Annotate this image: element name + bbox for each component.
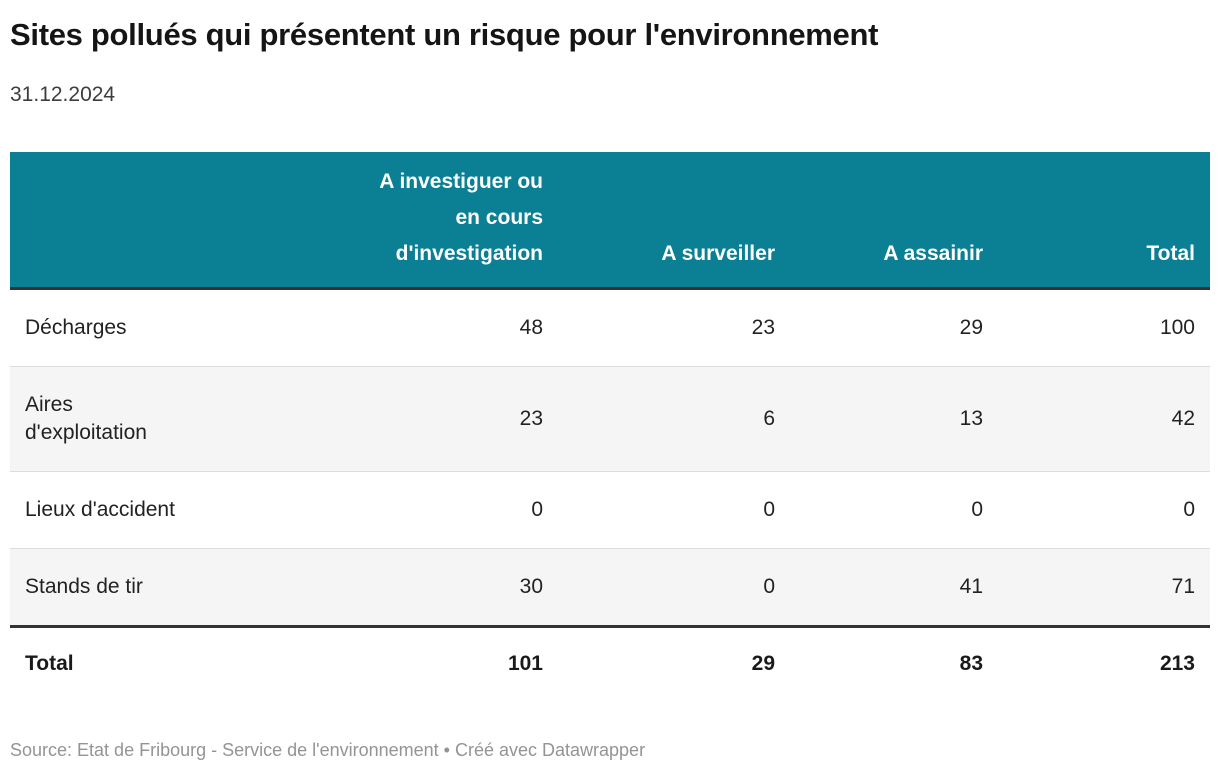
page-subtitle-date: 31.12.2024 (10, 83, 116, 106)
table-row-lieux-accident: Lieux d'accident 0 0 0 0 (10, 471, 1210, 549)
total-row: Total 101 29 83 213 (10, 625, 1210, 700)
cell-value: 23 (290, 366, 558, 472)
header-row: A investiguer ou en cours d'investigatio… (10, 152, 1210, 290)
cell-value: 29 (959, 316, 983, 339)
source-text: Source: Etat de Fribourg - Service de l'… (10, 740, 439, 760)
col-header-total: Total (998, 152, 1210, 290)
total-value: 29 (558, 625, 790, 700)
total-label: Total (10, 625, 290, 700)
total-value: 213 (998, 625, 1210, 700)
row-label-line: Lieux d'accident (25, 498, 175, 521)
datawrapper-attribution-link[interactable]: Créé avec Datawrapper (454, 740, 646, 760)
cell-value: 0 (558, 471, 790, 549)
row-label: Lieux d'accident (10, 471, 290, 549)
cell-value: 0 (290, 471, 558, 549)
cell-value: 23 (751, 316, 775, 339)
col-header-line: A surveiller (661, 242, 775, 265)
cell-value: 6 (558, 366, 790, 472)
row-label-line: Décharges (25, 316, 127, 339)
footer: Source: Etat de Fribourg - Service de l'… (10, 738, 1210, 762)
page-title: Sites pollués qui présentent un risque p… (10, 17, 879, 52)
row-label-line: d'exploitation (25, 421, 147, 444)
cell-value: 100 (1159, 316, 1195, 339)
row-label: Stands de tir (10, 548, 290, 627)
total-value: 101 (290, 625, 558, 700)
cell-value: 42 (998, 366, 1210, 472)
cell-value: 0 (998, 471, 1210, 549)
col-header-investigation: A investiguer ou en cours d'investigatio… (290, 152, 558, 290)
chart-container: Sites pollués qui présentent un risque p… (0, 14, 1220, 762)
table-row-aires-exploitation: Aires d'exploitation 23 6 13 42 (10, 366, 1210, 472)
col-header-assainir: A assainir (790, 152, 998, 290)
cell-value: 13 (790, 366, 998, 472)
col-header-surveiller: A surveiller (558, 152, 790, 290)
table-row-stands-de-tir: Stands de tir 30 0 41 71 (10, 548, 1210, 627)
cell-value: 41 (790, 548, 998, 627)
row-label: Décharges (10, 289, 290, 367)
col-header-line: A assainir (883, 242, 983, 265)
col-header-line: d'investigation (395, 242, 543, 265)
col-header-empty (10, 152, 290, 290)
footer-separator: • (443, 740, 450, 760)
col-header-line: A investiguer ou (379, 170, 543, 193)
cell-value: 71 (998, 548, 1210, 627)
data-table: A investiguer ou en cours d'investigatio… (10, 152, 1210, 700)
col-header-line: Total (1146, 242, 1195, 265)
table-row-decharges: Décharges 48 23 29 100 (10, 289, 1210, 367)
cell-value: 0 (790, 471, 998, 549)
total-value: 83 (790, 625, 998, 700)
row-label: Aires d'exploitation (10, 366, 290, 472)
cell-value: 0 (558, 548, 790, 627)
cell-value: 48 (519, 316, 543, 339)
row-label-line: Stands de tir (25, 575, 143, 598)
col-header-line: en cours (455, 206, 543, 229)
row-label-line: Aires (25, 393, 73, 416)
cell-value: 30 (290, 548, 558, 627)
